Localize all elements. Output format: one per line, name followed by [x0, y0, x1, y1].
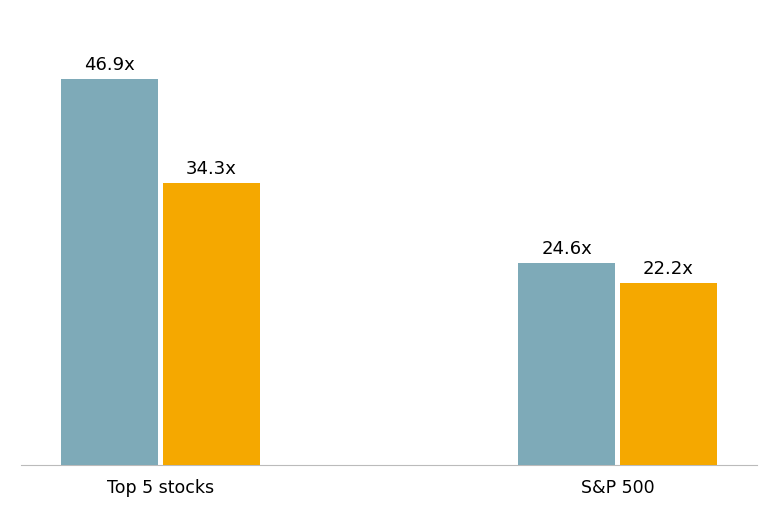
Text: 22.2x: 22.2x [643, 260, 694, 278]
Bar [620, 282, 717, 465]
Bar [518, 263, 615, 465]
Bar [61, 79, 158, 465]
Bar [163, 183, 260, 465]
Text: 34.3x: 34.3x [186, 160, 237, 178]
Text: 24.6x: 24.6x [541, 240, 592, 258]
Text: 46.9x: 46.9x [84, 56, 135, 74]
